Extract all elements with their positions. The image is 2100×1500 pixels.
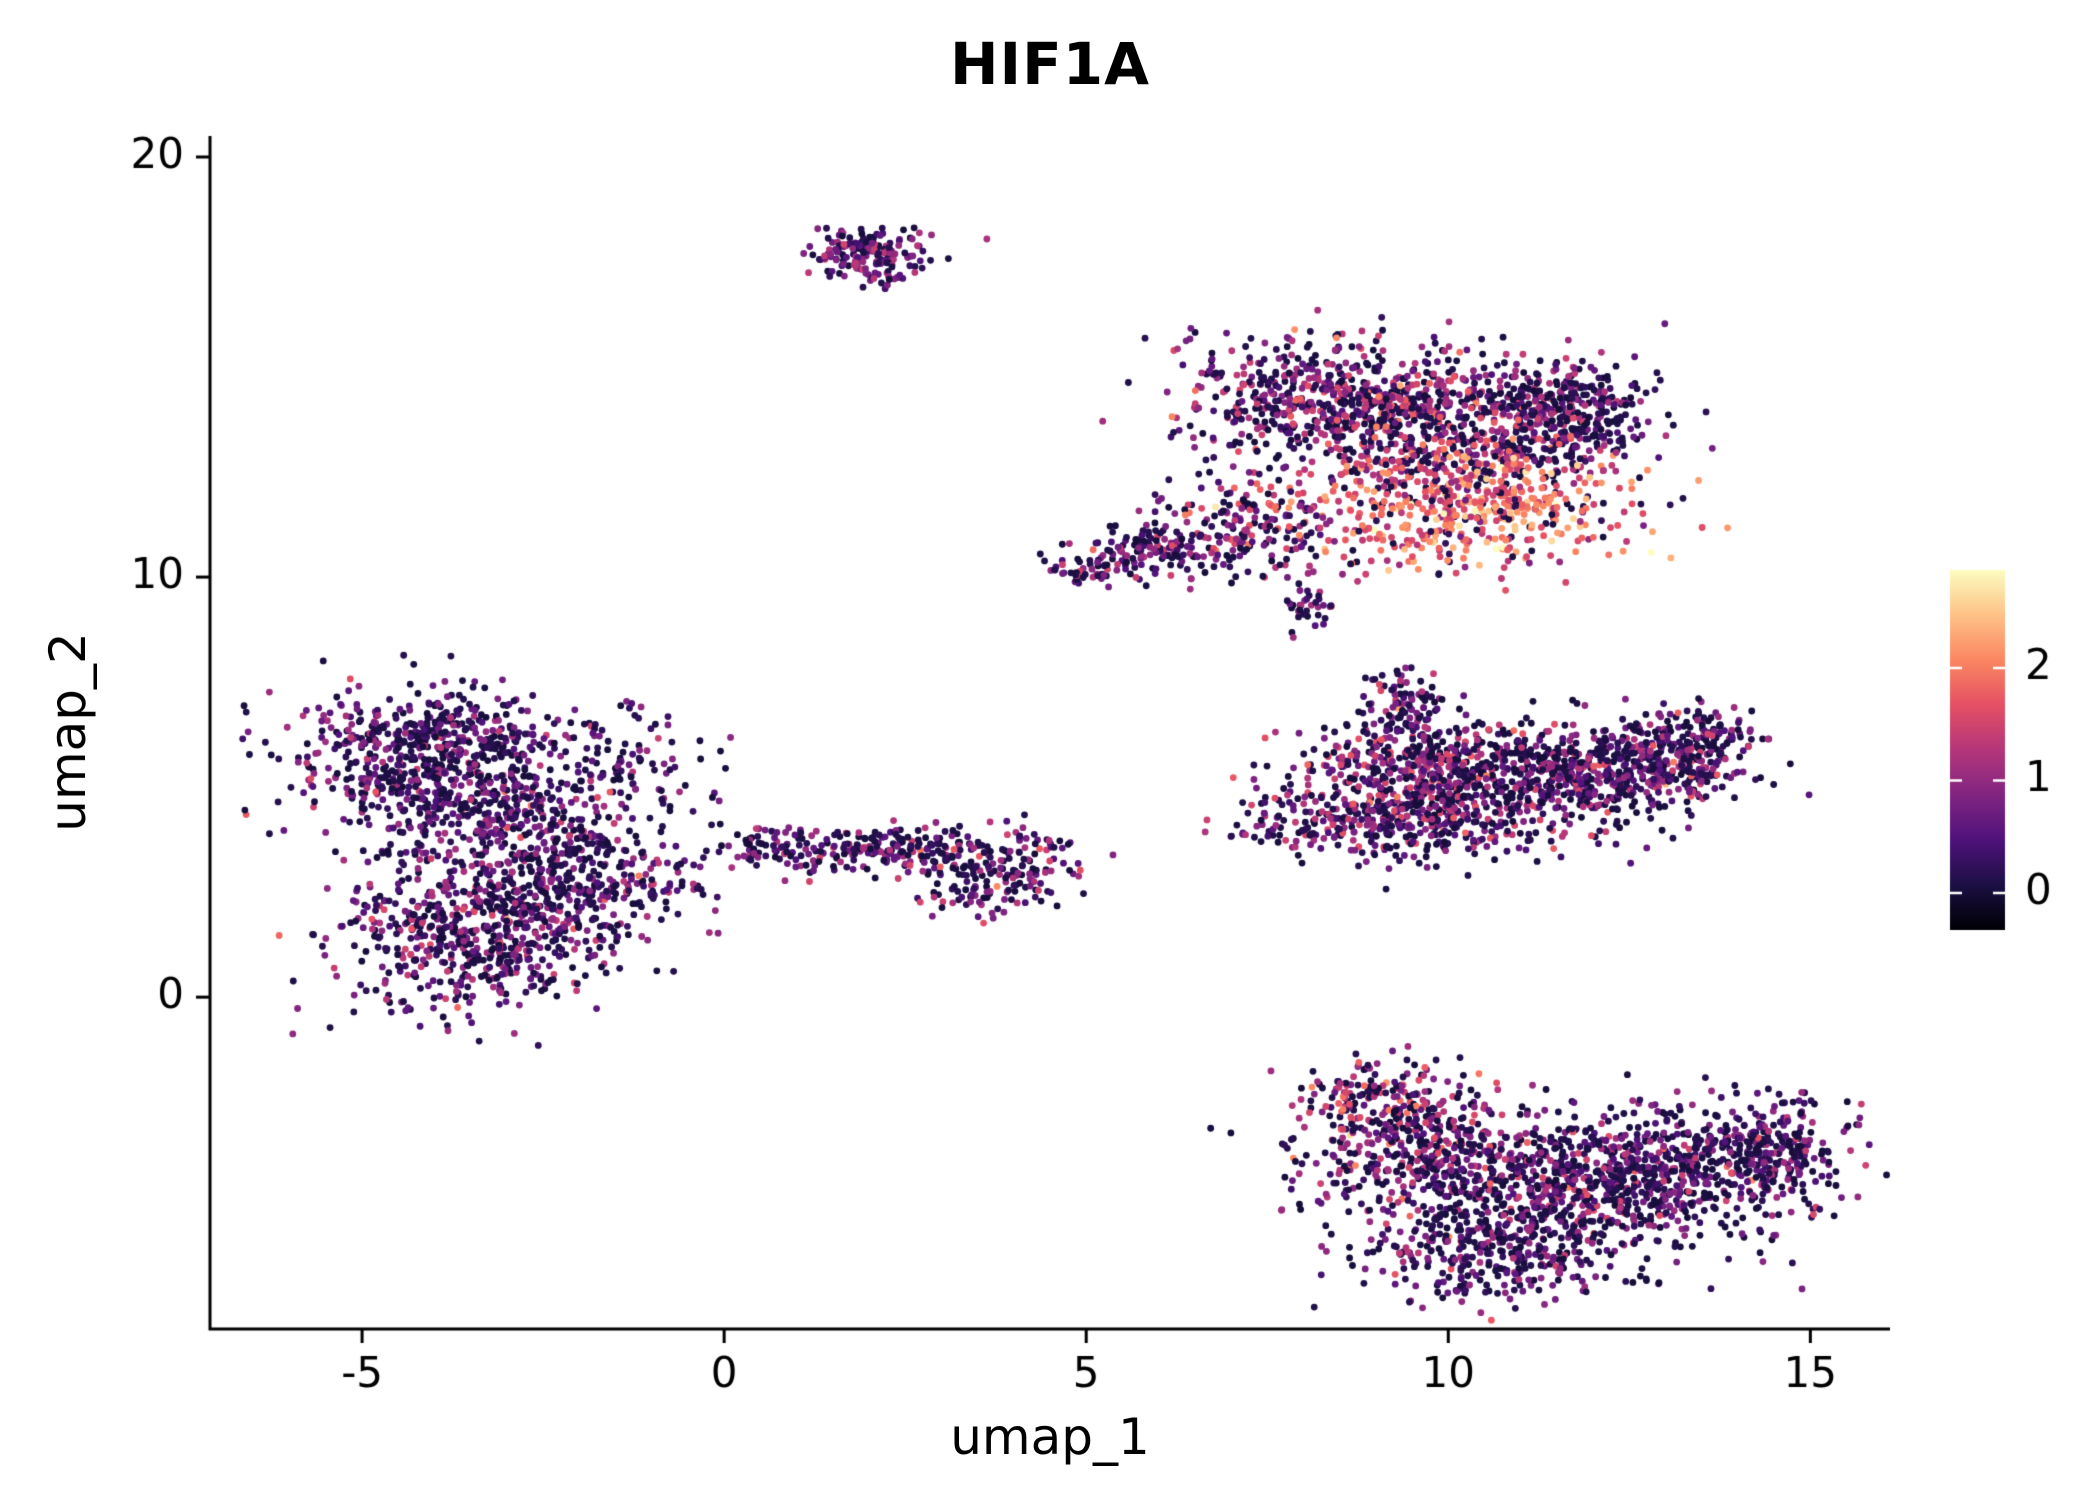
x-axis-title: umap_1 [950, 1408, 1150, 1466]
y-axis-title: umap_2 [39, 632, 97, 832]
plot-title: HIF1A [950, 30, 1150, 98]
